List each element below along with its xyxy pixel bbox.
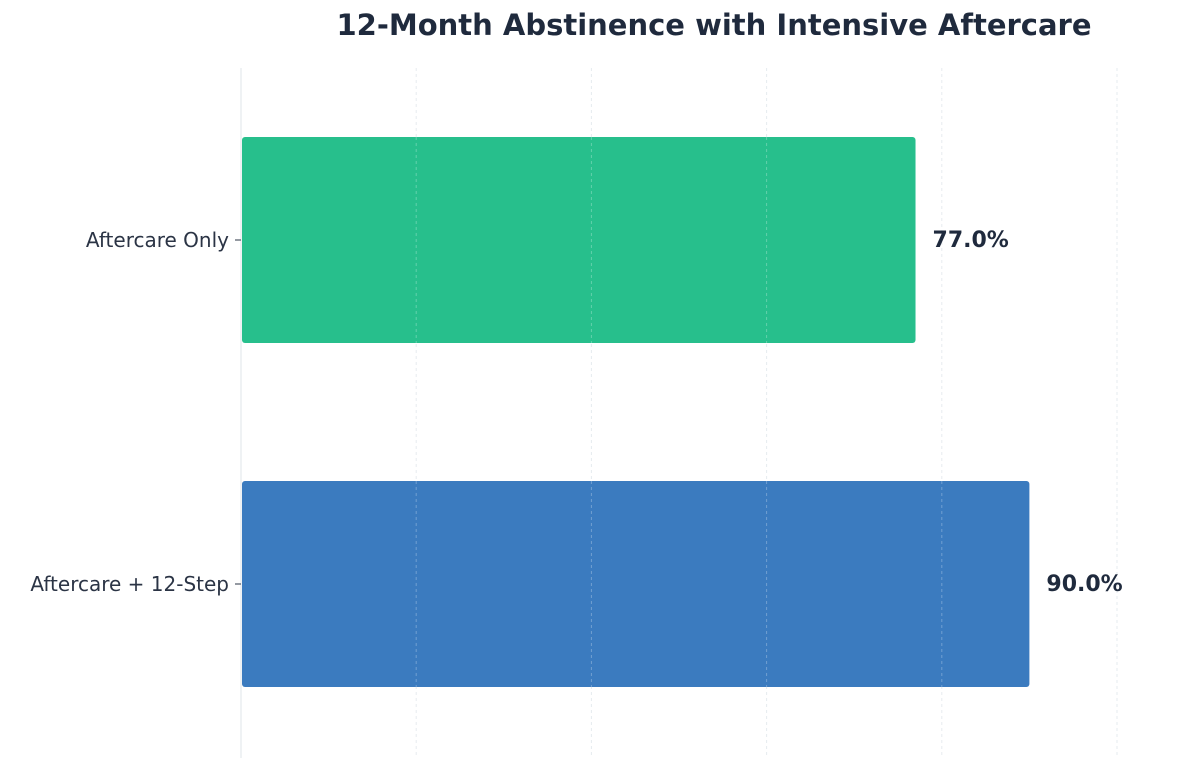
- labels: Aftercare Only 77.0% Aftercare + 12-Step 90…: [30, 228, 1122, 597]
- category-label: Aftercare Only: [86, 228, 229, 252]
- bar-0: [242, 137, 916, 343]
- category-label: Aftercare + 12-Step: [30, 572, 229, 596]
- value-label: 77.0%: [933, 228, 1009, 253]
- bars: [242, 137, 1030, 687]
- value-label: 90.0%: [1046, 572, 1122, 597]
- bar-1: [242, 481, 1030, 687]
- chart-title: 12-Month Abstinence with Intensive After…: [336, 8, 1091, 42]
